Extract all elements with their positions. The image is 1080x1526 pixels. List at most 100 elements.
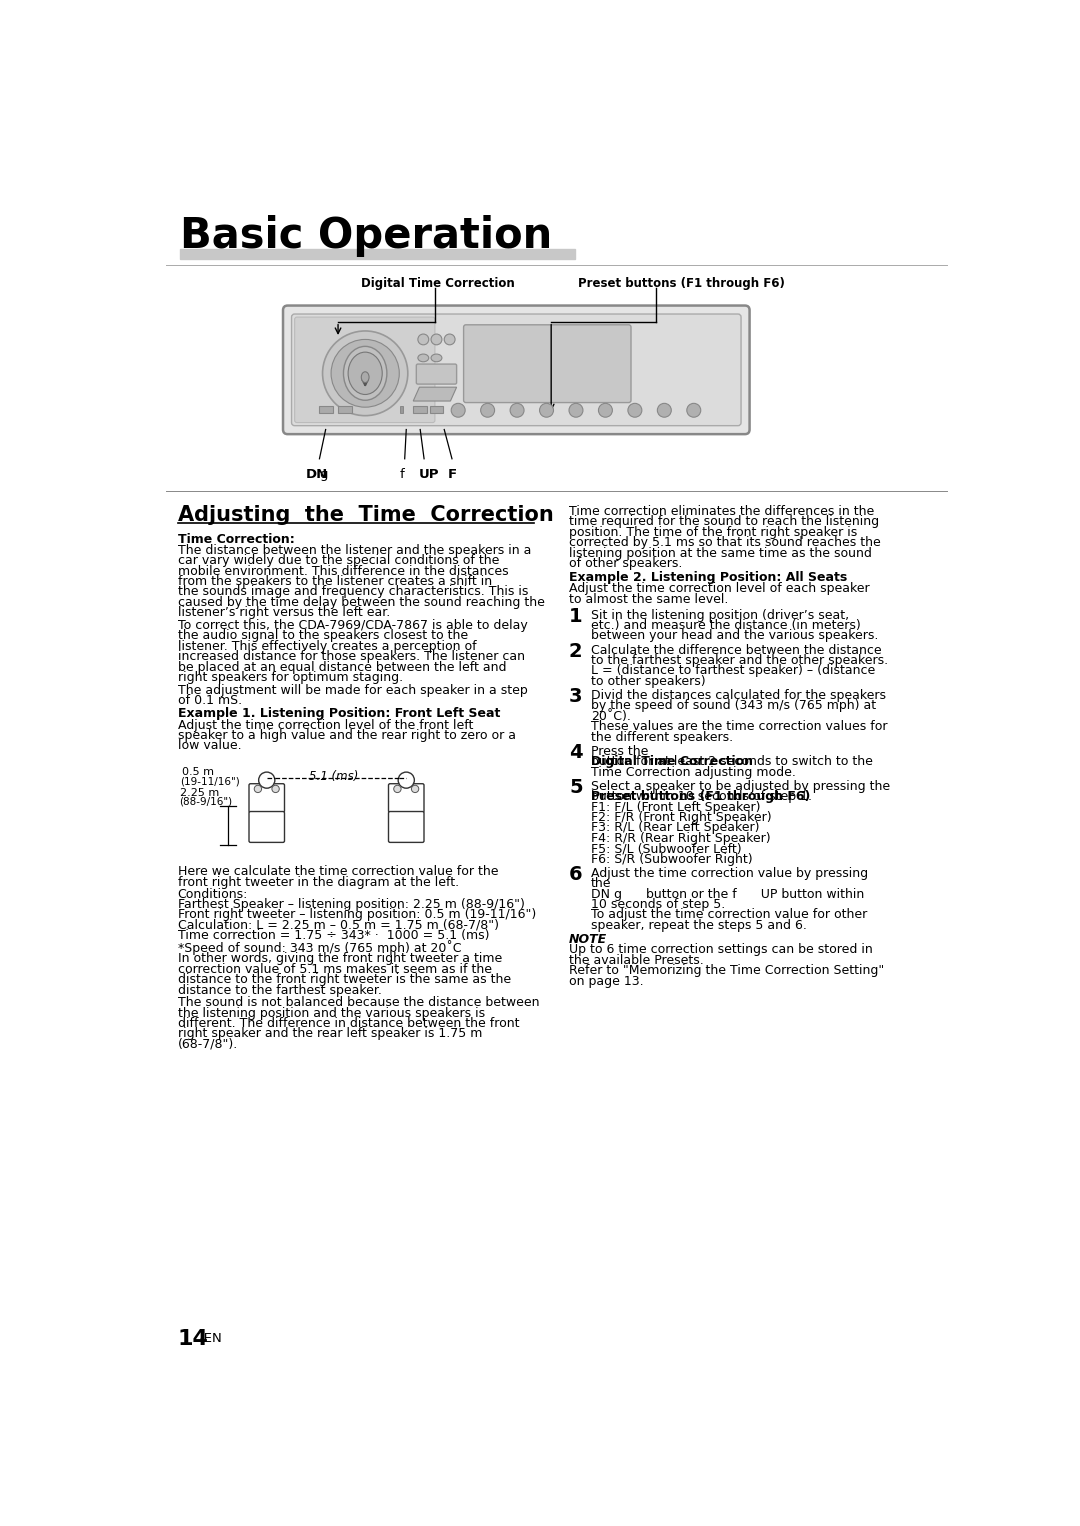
Text: F4: R/R (Rear Right Speaker): F4: R/R (Rear Right Speaker) <box>591 832 770 845</box>
Text: NOTE: NOTE <box>569 932 607 946</box>
Circle shape <box>481 403 495 417</box>
Text: Time correction = 1.75 ÷ 343* ·  1000 = 5.1 (ms): Time correction = 1.75 ÷ 343* · 1000 = 5… <box>177 929 489 942</box>
Text: Sit in the listening position (driver’s seat,: Sit in the listening position (driver’s … <box>591 609 849 621</box>
FancyBboxPatch shape <box>292 314 741 426</box>
Text: (68-7/8").: (68-7/8"). <box>177 1038 238 1051</box>
Text: L = (distance to farthest speaker) – (distance: L = (distance to farthest speaker) – (di… <box>591 664 875 678</box>
FancyBboxPatch shape <box>389 784 424 812</box>
Text: correction value of 5.1 ms makes it seem as if the: correction value of 5.1 ms makes it seem… <box>177 963 491 975</box>
Text: the sounds image and frequency characteristics. This is: the sounds image and frequency character… <box>177 586 528 598</box>
Bar <box>180 249 576 259</box>
Text: Here we calculate the time correction value for the: Here we calculate the time correction va… <box>177 865 498 879</box>
Text: 2.25 m: 2.25 m <box>180 787 219 798</box>
Text: Press the: Press the <box>591 745 652 758</box>
Circle shape <box>627 403 642 417</box>
Text: Example 2. Listening Position: All Seats: Example 2. Listening Position: All Seats <box>569 571 847 584</box>
Polygon shape <box>414 388 457 401</box>
Text: listening position at the same time as the sound: listening position at the same time as t… <box>569 546 872 560</box>
Text: F5: S/L (Subwoofer Left): F5: S/L (Subwoofer Left) <box>591 842 741 855</box>
Circle shape <box>510 403 524 417</box>
Text: (19-11/16"): (19-11/16") <box>180 777 240 786</box>
Text: Conditions:: Conditions: <box>177 888 248 900</box>
Text: different. The difference in distance between the front: different. The difference in distance be… <box>177 1016 519 1030</box>
Circle shape <box>687 403 701 417</box>
FancyBboxPatch shape <box>295 317 435 423</box>
Text: be placed at an equal distance between the left and: be placed at an equal distance between t… <box>177 661 507 673</box>
Circle shape <box>418 334 429 345</box>
Text: Adjust the time correction value by pressing: Adjust the time correction value by pres… <box>591 867 868 881</box>
Text: Preset buttons (F1 through F6): Preset buttons (F1 through F6) <box>591 790 810 803</box>
FancyBboxPatch shape <box>249 812 284 842</box>
Text: corrected by 5.1 ms so that its sound reaches the: corrected by 5.1 ms so that its sound re… <box>569 536 881 549</box>
Text: by the speed of sound (343 m/s (765 mph) at: by the speed of sound (343 m/s (765 mph)… <box>591 699 876 713</box>
Text: Adjusting  the  Time  Correction: Adjusting the Time Correction <box>177 505 553 525</box>
Text: Select a speaker to be adjusted by pressing the: Select a speaker to be adjusted by press… <box>591 780 894 794</box>
Bar <box>414 406 428 414</box>
Text: Time Correction adjusting mode.: Time Correction adjusting mode. <box>591 766 796 778</box>
FancyBboxPatch shape <box>463 325 631 403</box>
Text: g: g <box>320 468 328 481</box>
Text: 10 seconds of step 5.: 10 seconds of step 5. <box>591 899 725 911</box>
Text: distance to the front right tweeter is the same as the: distance to the front right tweeter is t… <box>177 974 511 986</box>
Text: Adjust the time correction level of each speaker: Adjust the time correction level of each… <box>569 583 869 595</box>
Text: increased distance for those speakers. The listener can: increased distance for those speakers. T… <box>177 650 525 664</box>
Text: listener’s right versus the left ear.: listener’s right versus the left ear. <box>177 606 390 620</box>
Text: F3: R/L (Rear Left Speaker): F3: R/L (Rear Left Speaker) <box>591 821 759 835</box>
Ellipse shape <box>343 346 387 400</box>
Text: to other speakers): to other speakers) <box>591 674 705 688</box>
Text: 14: 14 <box>177 1329 208 1349</box>
Text: F6: S/R (Subwoofer Right): F6: S/R (Subwoofer Right) <box>591 853 753 865</box>
Text: Basic Operation: Basic Operation <box>180 215 552 258</box>
Text: These values are the time correction values for: These values are the time correction val… <box>591 720 887 732</box>
Bar <box>319 406 333 414</box>
FancyBboxPatch shape <box>389 812 424 842</box>
Text: button within 10 seconds of step 1.: button within 10 seconds of step 1. <box>591 790 812 803</box>
Text: Farthest Speaker – listening position: 2.25 m (88-9/16"): Farthest Speaker – listening position: 2… <box>177 899 525 911</box>
Text: Refer to "Memorizing the Time Correction Setting": Refer to "Memorizing the Time Correction… <box>569 964 885 977</box>
Text: F1: F/L (Front Left Speaker): F1: F/L (Front Left Speaker) <box>591 801 760 813</box>
Text: f: f <box>400 468 405 481</box>
Text: UP: UP <box>419 468 440 481</box>
Text: the: the <box>591 877 611 890</box>
Circle shape <box>451 403 465 417</box>
Text: To correct this, the CDA-7969/CDA-7867 is able to delay: To correct this, the CDA-7969/CDA-7867 i… <box>177 620 527 632</box>
Text: Digital Time Correction: Digital Time Correction <box>591 755 753 768</box>
Ellipse shape <box>348 353 382 395</box>
Text: the listening position and the various speakers is: the listening position and the various s… <box>177 1007 485 1019</box>
Circle shape <box>569 403 583 417</box>
Text: distance to the farthest speaker.: distance to the farthest speaker. <box>177 984 381 996</box>
Text: -EN: -EN <box>200 1332 222 1344</box>
Text: the available Presets.: the available Presets. <box>569 954 704 967</box>
Text: Calculation: L = 2.25 m – 0.5 m = 1.75 m (68-7/8"): Calculation: L = 2.25 m – 0.5 m = 1.75 m… <box>177 919 499 932</box>
Text: to the farthest speaker and the other speakers.: to the farthest speaker and the other sp… <box>591 655 888 667</box>
Circle shape <box>540 403 554 417</box>
Text: Time correction eliminates the differences in the: Time correction eliminates the differenc… <box>569 505 874 517</box>
Text: Up to 6 time correction settings can be stored in: Up to 6 time correction settings can be … <box>569 943 873 957</box>
FancyBboxPatch shape <box>249 784 284 812</box>
Text: 4: 4 <box>569 743 582 763</box>
Text: Time Correction:: Time Correction: <box>177 533 295 546</box>
Bar <box>430 406 444 414</box>
Text: 6: 6 <box>569 865 582 885</box>
Text: The distance between the listener and the speakers in a: The distance between the listener and th… <box>177 543 531 557</box>
Text: etc.) and measure the distance (in meters): etc.) and measure the distance (in meter… <box>591 620 861 632</box>
Text: of other speakers.: of other speakers. <box>569 557 683 569</box>
Text: time required for the sound to reach the listening: time required for the sound to reach the… <box>569 516 879 528</box>
Text: 1: 1 <box>569 607 582 626</box>
FancyBboxPatch shape <box>283 305 750 433</box>
Text: Example 1. Listening Position: Front Left Seat: Example 1. Listening Position: Front Lef… <box>177 708 500 720</box>
Text: Digital Time Correction: Digital Time Correction <box>362 278 515 290</box>
Text: Adjust the time correction level of the front left: Adjust the time correction level of the … <box>177 719 473 731</box>
Text: between your head and the various speakers.: between your head and the various speake… <box>591 629 878 642</box>
Text: *Speed of sound: 343 m/s (765 mph) at 20˚C: *Speed of sound: 343 m/s (765 mph) at 20… <box>177 940 461 955</box>
Circle shape <box>254 786 261 792</box>
Text: 5.1 (ms): 5.1 (ms) <box>309 769 359 783</box>
Circle shape <box>258 772 274 789</box>
Text: speaker, repeat the steps 5 and 6.: speaker, repeat the steps 5 and 6. <box>591 919 807 932</box>
Text: 5: 5 <box>569 778 582 797</box>
Circle shape <box>399 772 415 789</box>
Text: 0.5 m: 0.5 m <box>181 766 214 777</box>
Bar <box>400 406 403 414</box>
Text: caused by the time delay between the sound reaching the: caused by the time delay between the sou… <box>177 595 544 609</box>
Circle shape <box>332 339 400 407</box>
